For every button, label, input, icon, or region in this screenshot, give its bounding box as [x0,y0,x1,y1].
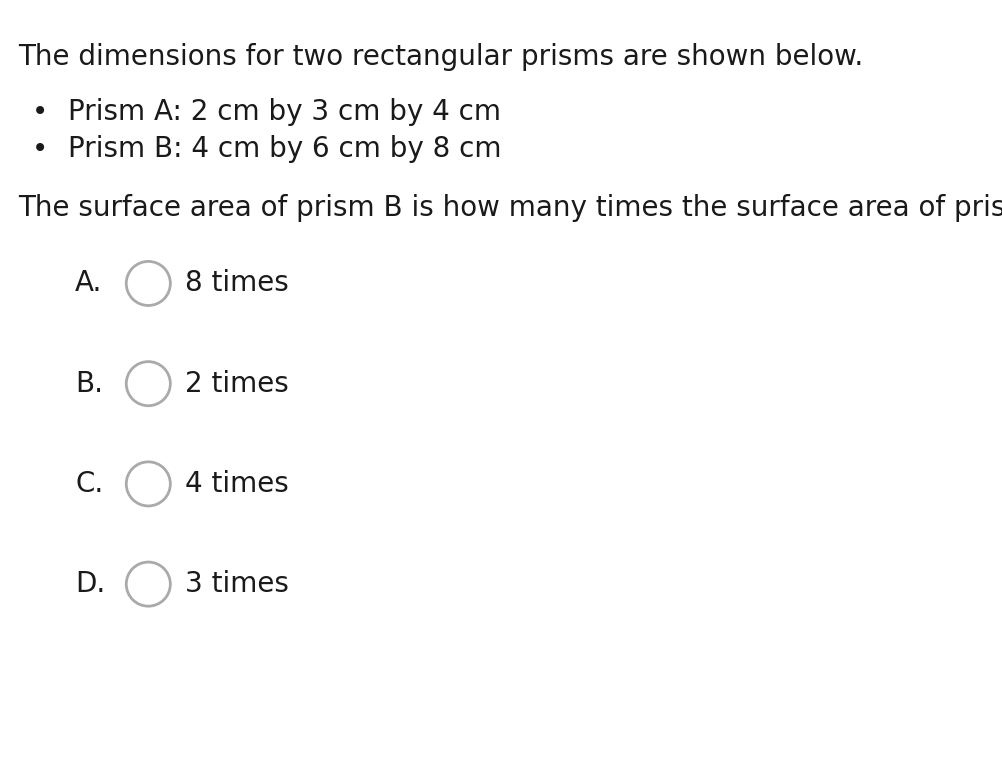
Text: D.: D. [75,570,105,598]
Text: B.: B. [75,370,103,398]
Text: The dimensions for two rectangular prisms are shown below.: The dimensions for two rectangular prism… [18,43,864,71]
Text: 3 times: 3 times [185,570,290,598]
Text: Prism B: 4 cm by 6 cm by 8 cm: Prism B: 4 cm by 6 cm by 8 cm [68,135,502,163]
Text: •: • [32,135,48,163]
Text: 4 times: 4 times [185,470,290,498]
Text: •: • [32,98,48,126]
Text: C.: C. [75,470,103,498]
Text: The surface area of prism B is how many times the surface area of prism A?: The surface area of prism B is how many … [18,194,1002,222]
Text: A.: A. [75,269,102,298]
Text: Prism A: 2 cm by 3 cm by 4 cm: Prism A: 2 cm by 3 cm by 4 cm [68,98,501,126]
Text: 2 times: 2 times [185,370,290,398]
Text: 8 times: 8 times [185,269,290,298]
